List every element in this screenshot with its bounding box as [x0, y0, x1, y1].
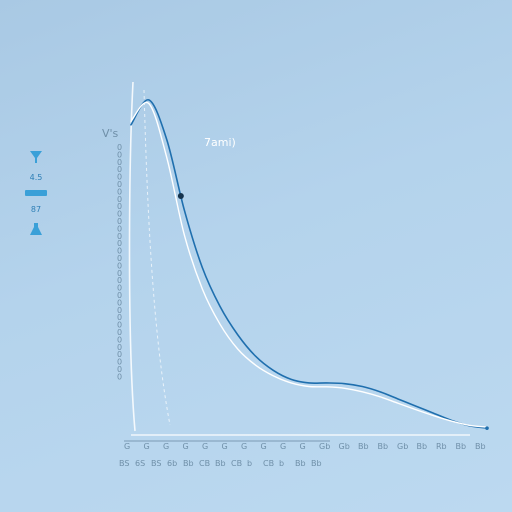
- x-tick-label-lower: 6b: [167, 459, 177, 468]
- y-tick-label: 0: [117, 143, 122, 152]
- x-tick-label-lower: Bb: [183, 459, 194, 468]
- reference-dashed-line: [143, 89, 171, 426]
- y-tick-label: 0: [117, 232, 122, 241]
- funnel-icon: [30, 151, 42, 163]
- y-tick-label: 0: [117, 291, 122, 300]
- y-tick-label: 0: [117, 261, 122, 270]
- y-tick-label: 0: [117, 254, 122, 263]
- y-tick-label: 0: [117, 321, 122, 330]
- x-tick-label-lower: Bb: [311, 459, 322, 468]
- series-line-secondary: [130, 101, 488, 428]
- x-tick-label: Bb: [475, 442, 486, 451]
- y-tick-label: 0: [117, 247, 122, 256]
- x-tick-label-lower: Bb: [215, 459, 226, 468]
- x-tick-label: G: [124, 442, 130, 451]
- x-tick-label: Bb: [358, 442, 369, 451]
- y-tick-label: 0: [117, 210, 122, 219]
- x-tick-labels: G G G G G G G G G G Gb Gb Bb Bb Gb Bb Rb Bb Bb BS 6S BS 6b Bb CB…: [119, 442, 486, 468]
- y-tick-label: 0: [117, 372, 122, 381]
- y-tick-label: 0: [117, 150, 122, 159]
- x-tick-label: G: [163, 442, 169, 451]
- y-tick-label: 0: [117, 187, 122, 196]
- flask-icon: [30, 223, 42, 235]
- series-lines: [130, 99, 489, 430]
- y-tick-label: 0: [117, 239, 122, 248]
- x-tick-label-lower: Bb: [295, 459, 306, 468]
- side-widget-bar: [25, 190, 47, 196]
- side-widget-value-top: 4.5: [29, 172, 43, 182]
- y-tick-label: 0: [117, 350, 122, 359]
- y-tick-label: 0: [117, 195, 122, 204]
- y-tick-label: 0: [117, 298, 122, 307]
- axes: [124, 81, 470, 442]
- y-tick-label: 0: [117, 217, 122, 226]
- x-tick-label: Bb: [417, 442, 428, 451]
- x-tick-label-lower: BS: [151, 459, 161, 468]
- x-tick-label-lower: CB: [231, 459, 242, 468]
- data-point-marker: [177, 193, 184, 200]
- y-tick-label: 0: [117, 284, 122, 293]
- y-tick-label: 0: [117, 202, 122, 211]
- y-tick-label: 0: [117, 224, 122, 233]
- y-tick-label: 0: [117, 343, 122, 352]
- x-tick-label: G: [202, 442, 208, 451]
- x-tick-label: G: [144, 442, 150, 451]
- curve-annotation: 7ami): [204, 136, 236, 149]
- x-tick-label: G: [183, 442, 189, 451]
- x-tick-label: Bb: [456, 442, 467, 451]
- x-tick-label-lower: 6S: [135, 459, 145, 468]
- y-tick-label: 0: [117, 180, 122, 189]
- x-tick-label-lower: BS: [119, 459, 129, 468]
- x-tick-label: G: [241, 442, 247, 451]
- y-axis-symbol: V's: [102, 127, 119, 140]
- x-tick-label-lower: b: [247, 459, 252, 468]
- y-tick-label: 0: [117, 335, 122, 344]
- y-tick-label: 0: [117, 165, 122, 174]
- x-tick-label: G: [222, 442, 228, 451]
- x-tick-label: G: [261, 442, 267, 451]
- x-tick-label-lower: CB: [263, 459, 274, 468]
- x-tick-label: G: [280, 442, 286, 451]
- x-tick-label: Gb: [319, 442, 330, 451]
- x-tick-label: Gb: [397, 442, 408, 451]
- x-tick-label: Gb: [339, 442, 350, 451]
- x-tick-label: Rb: [436, 442, 447, 451]
- y-tick-label: 0: [117, 306, 122, 315]
- y-tick-label: 0: [117, 358, 122, 367]
- y-tick-label: 0: [117, 269, 122, 278]
- x-tick-label-lower: b: [279, 459, 284, 468]
- x-tick-label: Bb: [378, 442, 389, 451]
- y-tick-label: 0: [117, 158, 122, 167]
- y-tick-label: 0: [117, 276, 122, 285]
- series-end-point: [485, 426, 489, 430]
- side-widget: 4.5 87: [22, 150, 50, 236]
- x-tick-label-lower: CB: [199, 459, 210, 468]
- y-axis-line: [128, 81, 136, 432]
- y-tick-label: 0: [117, 313, 122, 322]
- y-tick-label: 0: [117, 365, 122, 374]
- y-tick-label: 0: [117, 173, 122, 182]
- series-line-primary: [130, 99, 488, 429]
- side-widget-value-bottom: 87: [30, 204, 42, 214]
- x-tick-label: G: [300, 442, 306, 451]
- y-tick-label: 0: [117, 328, 122, 337]
